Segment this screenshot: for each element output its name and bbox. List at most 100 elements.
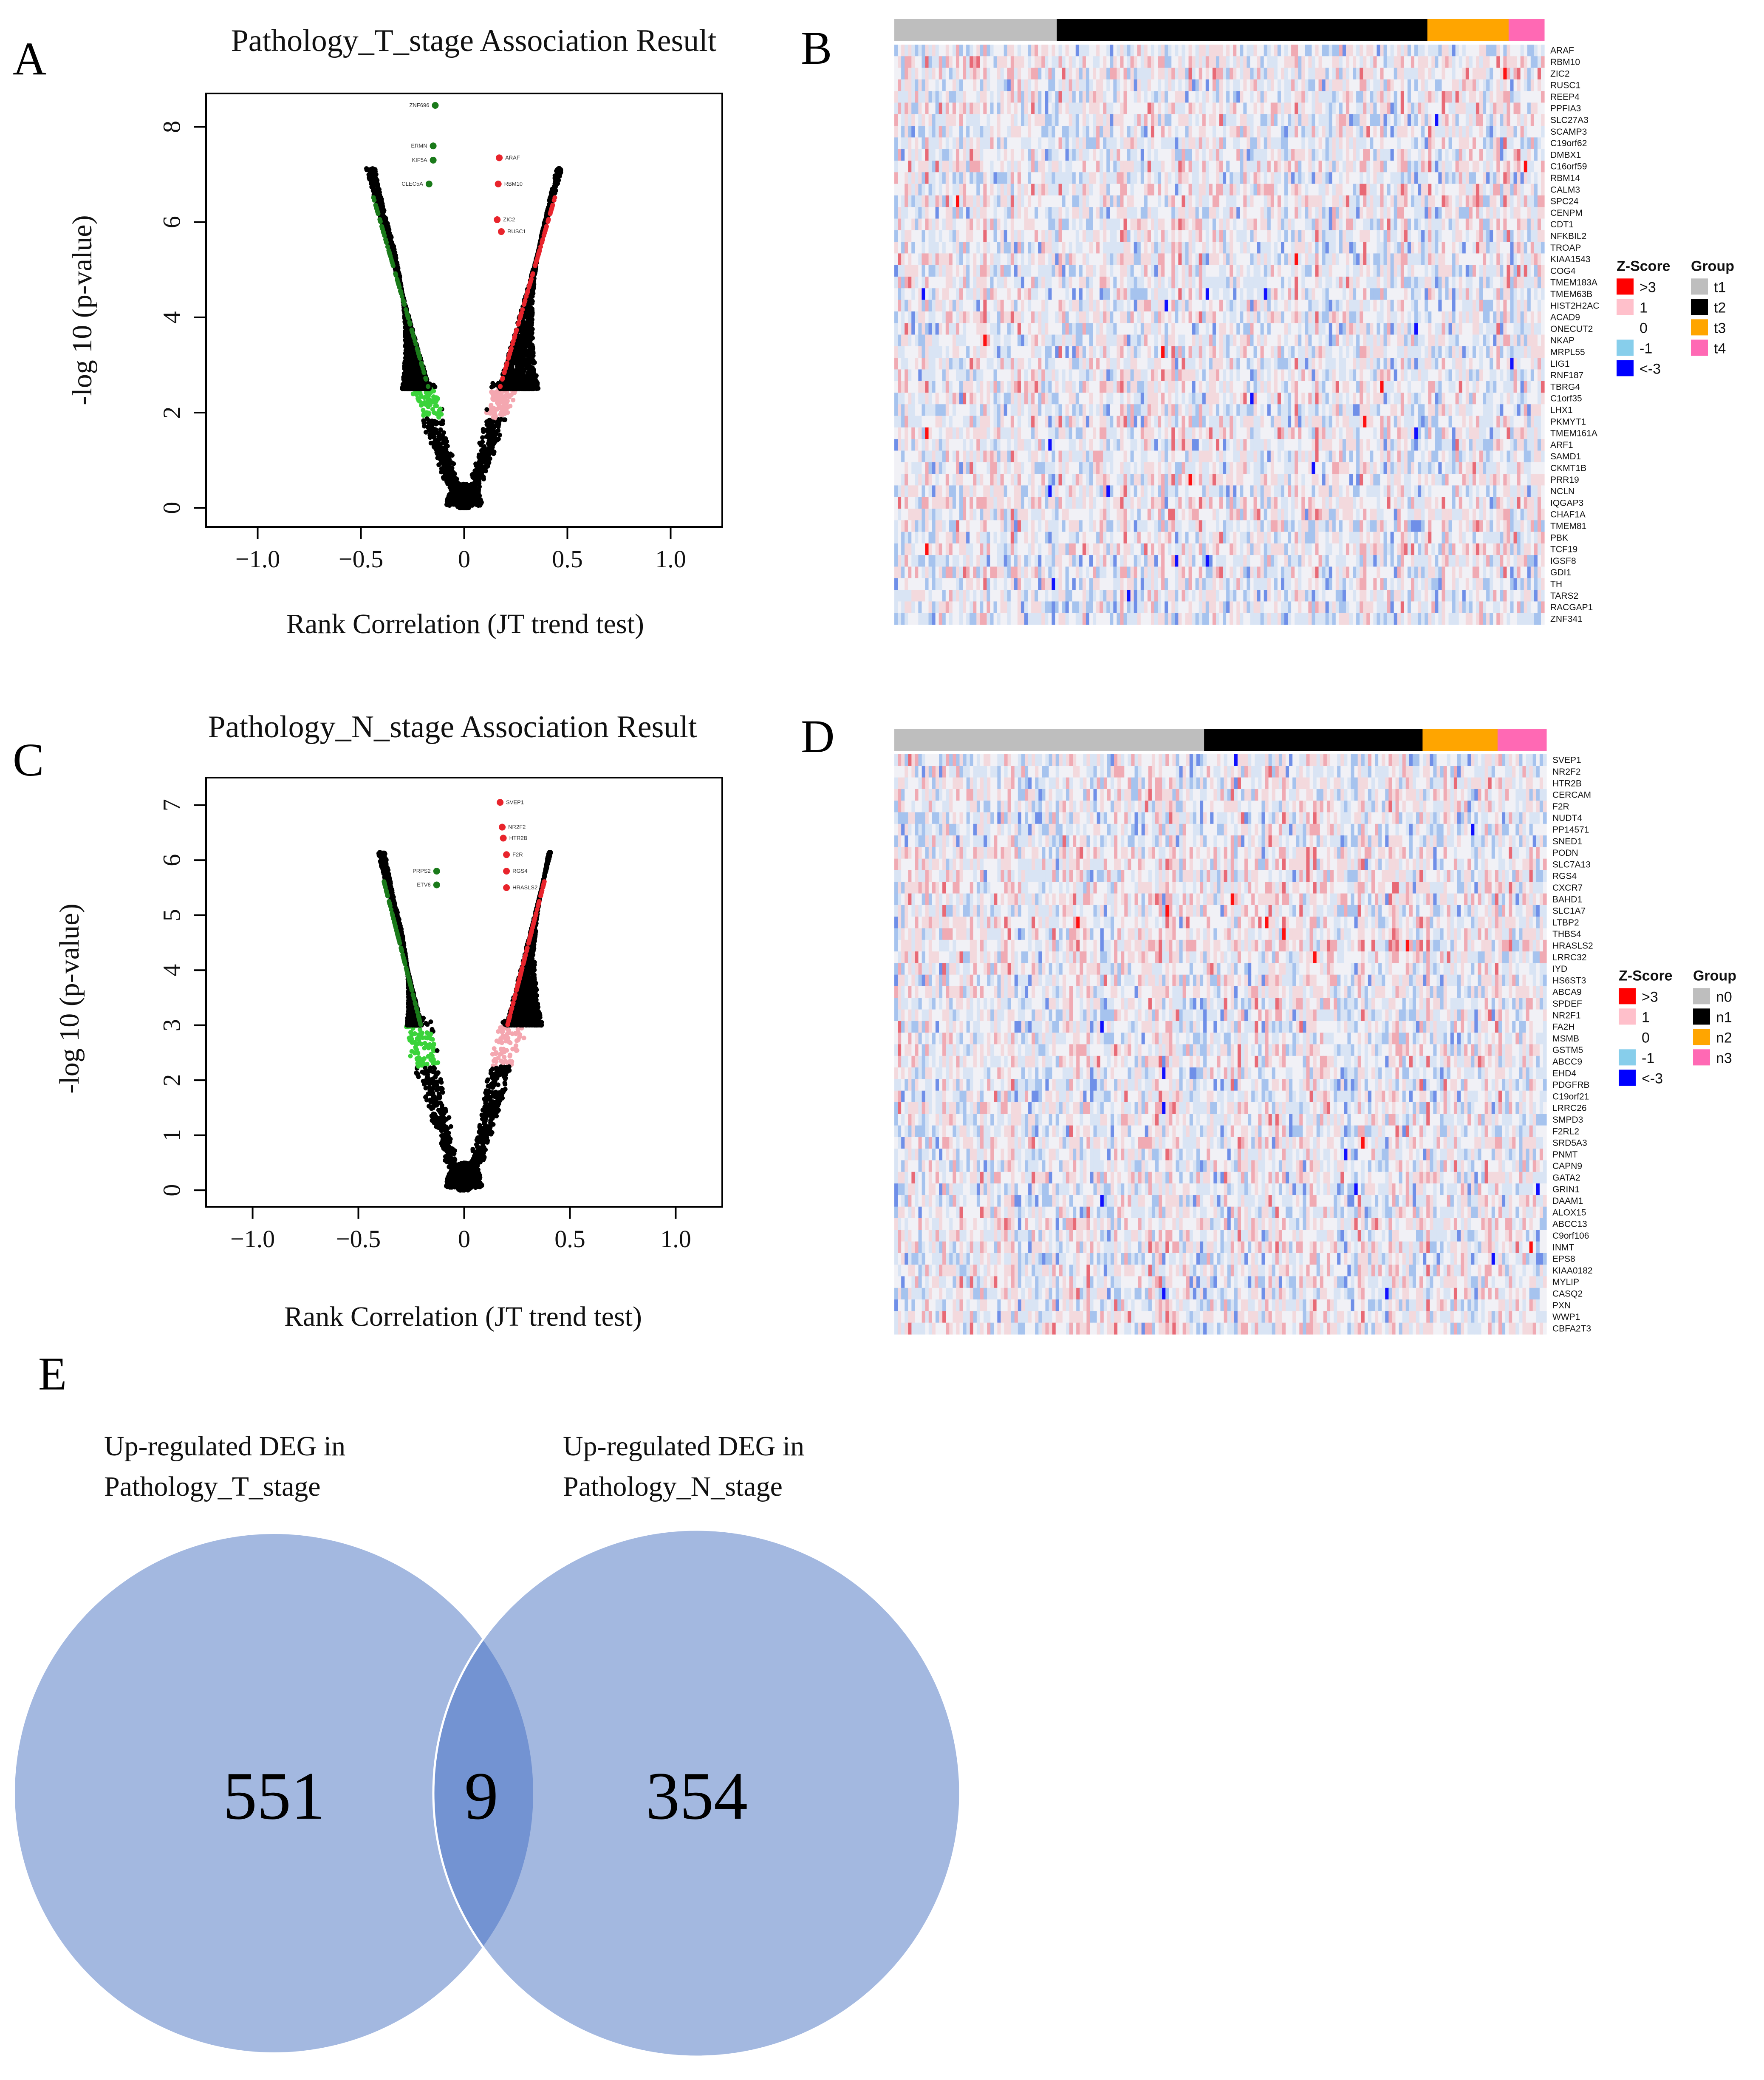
- scatter-point: [486, 425, 492, 430]
- scatter-point: [443, 446, 448, 451]
- scatter-point: [516, 320, 521, 325]
- scatter-point: [511, 358, 516, 363]
- y-axis-label: -log 10 (p-value): [67, 215, 98, 405]
- scatter-point: [513, 330, 518, 335]
- scatter-point: [555, 172, 560, 177]
- scatter-point: [388, 241, 393, 246]
- scatter-point: [502, 369, 507, 374]
- scatter-point: [515, 367, 520, 372]
- x-tick-label: −1.0: [230, 1225, 275, 1253]
- scatter-point: [417, 385, 422, 390]
- y-tick-label: 0: [158, 1184, 185, 1197]
- x-tick-label: 0.5: [554, 1225, 585, 1253]
- scatter-point: [484, 407, 489, 412]
- scatter-point: [507, 351, 512, 356]
- scatter-point: [522, 368, 527, 373]
- x-tick-label: 0: [458, 545, 470, 573]
- scatter-point: [415, 347, 420, 352]
- scatter-point: [432, 419, 437, 424]
- scatter-point: [477, 464, 482, 469]
- scatter-point: [405, 369, 410, 374]
- scatter-point: [503, 394, 508, 399]
- scatter-point: [368, 172, 373, 177]
- y-tick-label: 4: [158, 311, 185, 323]
- scatter-point: [530, 343, 535, 348]
- scatter-point: [471, 490, 476, 495]
- scatter-point: [406, 339, 411, 344]
- scatter-point: [389, 258, 394, 263]
- scatter-point: [496, 401, 501, 406]
- scatter-point: [488, 421, 493, 426]
- scatter-point: [531, 370, 537, 375]
- scatter-point: [441, 461, 446, 466]
- x-tick-label: −0.5: [339, 545, 383, 573]
- point-label: RBM10: [504, 181, 523, 187]
- scatter-point: [513, 1044, 518, 1049]
- scatter-point: [484, 454, 489, 459]
- scatter-point: [401, 298, 406, 303]
- scatter-point: [407, 362, 413, 367]
- scatter-point: [489, 385, 494, 390]
- scatter-point: [379, 200, 384, 205]
- scatter-point: [523, 328, 529, 333]
- scatter-point: [410, 330, 415, 335]
- scatter-point: [523, 386, 528, 391]
- scatter-point: [447, 464, 452, 469]
- scatter-point: [495, 180, 502, 187]
- y-tick-label: 1: [158, 1129, 185, 1141]
- scatter-point: [472, 472, 477, 477]
- scatter-point: [419, 1041, 424, 1047]
- scatter-point: [523, 378, 528, 383]
- scatter-point: [523, 298, 528, 303]
- panel-letter-e: E: [38, 1348, 67, 1400]
- scatter-point: [500, 376, 505, 381]
- scatter-point: [435, 451, 440, 456]
- scatter-point: [495, 1109, 500, 1114]
- scatter-point: [382, 233, 387, 238]
- scatter-point: [518, 350, 523, 355]
- scatter-point: [502, 407, 507, 412]
- scatter-point: [404, 384, 409, 389]
- scatter-point: [454, 490, 459, 495]
- scatter-point: [430, 142, 437, 150]
- scatter-point: [530, 327, 535, 332]
- scatter-point: [503, 1081, 508, 1087]
- scatter-point: [407, 320, 412, 325]
- scatter-point: [425, 411, 430, 416]
- scatter-point: [496, 154, 503, 161]
- scatter-point: [520, 307, 525, 312]
- scatter-point: [528, 300, 533, 306]
- scatter-point: [390, 262, 396, 267]
- y-tick-label: 0: [158, 502, 185, 514]
- scatter-point: [494, 1039, 499, 1044]
- scatter-point: [445, 481, 450, 487]
- scatter-point: [387, 252, 393, 258]
- scatter-point: [524, 294, 529, 299]
- x-tick-label: 0: [458, 1225, 470, 1253]
- scatter-point: [481, 476, 486, 481]
- scatter-point: [403, 343, 408, 348]
- scatter-point: [426, 393, 431, 398]
- scatter-point: [425, 1036, 430, 1041]
- scatter-point: [536, 252, 541, 258]
- scatter-point: [421, 411, 427, 416]
- chart-title: Pathology_N_stage Association Result: [208, 710, 697, 744]
- scatter-point: [516, 382, 521, 388]
- x-tick-label: 0.5: [552, 545, 583, 573]
- scatter-point: [433, 447, 438, 452]
- y-tick-label: 6: [158, 216, 185, 228]
- scatter-point: [395, 278, 400, 283]
- scatter-point: [467, 494, 472, 499]
- point-label: ERMN: [411, 142, 427, 149]
- scatter-point: [512, 349, 517, 354]
- scatter-point: [486, 430, 491, 435]
- panel-letter-a: A: [13, 33, 46, 85]
- scatter-point: [430, 156, 437, 164]
- scatter-point: [503, 417, 508, 422]
- scatter-point: [487, 434, 492, 439]
- scatter-point: [493, 414, 498, 419]
- scatter-point: [512, 386, 517, 391]
- scatter-point: [526, 289, 531, 294]
- scatter-point: [527, 282, 532, 287]
